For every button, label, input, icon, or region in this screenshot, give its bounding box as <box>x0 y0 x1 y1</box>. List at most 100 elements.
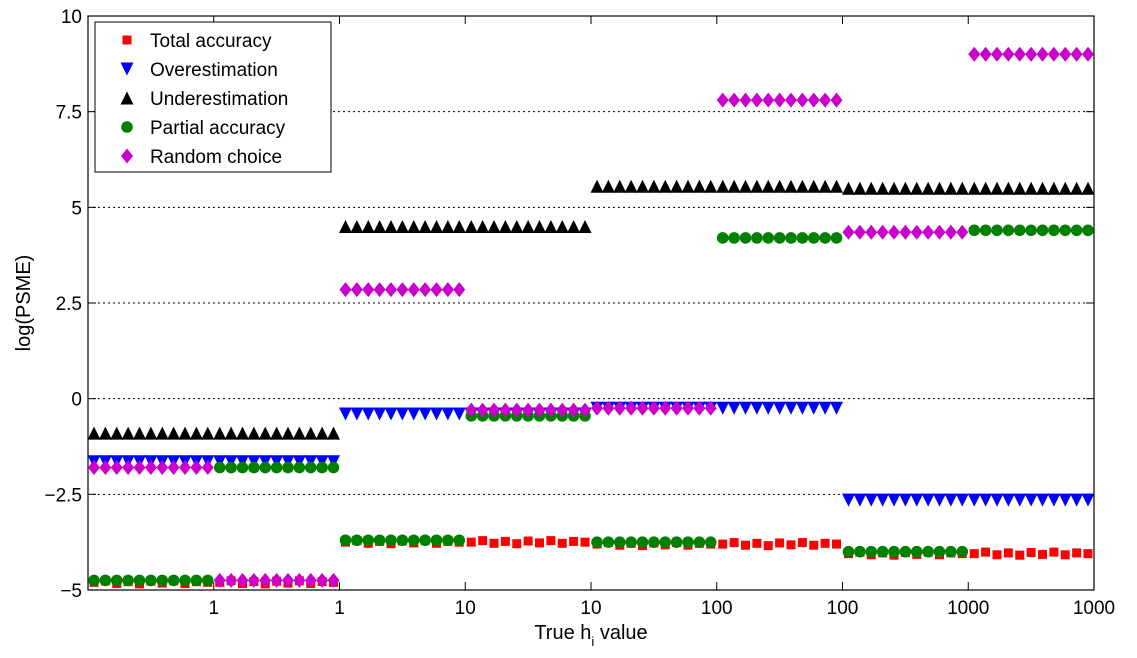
point-random-choice-6-7 <box>922 224 935 240</box>
point-overestimation-7-7 <box>1047 493 1061 507</box>
point-random-choice-7-10 <box>1082 46 1094 62</box>
point-overestimation-5-0 <box>716 401 730 415</box>
point-underestimation-1-5 <box>270 426 284 440</box>
point-partial-accuracy-1-2 <box>236 461 249 474</box>
point-underestimation-0-0 <box>87 426 101 440</box>
point-random-choice-0-2 <box>110 460 123 476</box>
point-random-choice-4-4 <box>636 400 649 416</box>
point-underestimation-3-0 <box>464 219 478 233</box>
point-underestimation-2-6 <box>407 219 421 233</box>
point-underestimation-3-8 <box>555 219 569 233</box>
point-underestimation-1-7 <box>292 426 306 440</box>
point-overestimation-7-9 <box>1070 493 1084 507</box>
point-partial-accuracy-5-0 <box>716 232 729 244</box>
point-random-choice-2-2 <box>362 282 375 298</box>
point-overestimation-5-1 <box>727 401 741 415</box>
point-partial-accuracy-2-0 <box>339 534 352 547</box>
point-partial-accuracy-2-4 <box>385 534 397 547</box>
point-random-choice-3-10 <box>579 402 591 418</box>
point-total-accuracy-5-4 <box>763 541 773 551</box>
point-overestimation-7-8 <box>1058 493 1072 507</box>
point-random-choice-4-9 <box>693 400 706 416</box>
point-underestimation-4-3 <box>624 179 638 193</box>
point-underestimation-7-9 <box>1070 181 1084 195</box>
point-underestimation-6-10 <box>955 181 969 195</box>
point-underestimation-2-5 <box>395 219 409 233</box>
point-random-choice-3-5 <box>522 402 535 418</box>
point-total-accuracy-5-8 <box>809 540 819 550</box>
point-underestimation-4-4 <box>636 179 649 193</box>
point-overestimation-7-3 <box>1001 493 1015 507</box>
point-random-choice-4-5 <box>647 400 660 416</box>
point-random-choice-7-9 <box>1070 46 1083 62</box>
point-random-choice-5-3 <box>750 92 763 108</box>
point-overestimation-6-7 <box>921 493 935 507</box>
point-random-choice-0-1 <box>99 460 112 476</box>
point-partial-accuracy-6-5 <box>899 545 912 558</box>
point-overestimation-5-5 <box>773 401 787 415</box>
point-underestimation-0-8 <box>178 426 192 440</box>
point-partial-accuracy-4-7 <box>670 536 683 548</box>
point-random-choice-1-10 <box>327 572 340 588</box>
point-total-accuracy-7-3 <box>1003 548 1013 558</box>
x-tick-label-1: 1 <box>334 598 345 619</box>
x-axis-title: True hi value <box>534 622 647 649</box>
point-underestimation-1-0 <box>213 426 227 440</box>
point-overestimation-2-0 <box>339 407 352 421</box>
point-random-choice-3-1 <box>476 402 489 418</box>
point-underestimation-2-3 <box>373 219 387 233</box>
point-partial-accuracy-6-7 <box>922 545 934 558</box>
point-partial-accuracy-1-1 <box>225 461 237 474</box>
point-partial-accuracy-1-8 <box>304 461 317 474</box>
point-underestimation-5-7 <box>795 179 809 193</box>
point-random-choice-4-7 <box>670 400 683 416</box>
point-total-accuracy-5-9 <box>820 538 830 548</box>
point-overestimation-7-10 <box>1081 493 1095 507</box>
point-partial-accuracy-7-10 <box>1082 224 1094 237</box>
point-random-choice-3-3 <box>499 402 512 418</box>
point-total-accuracy-3-3 <box>500 536 510 546</box>
point-underestimation-5-5 <box>773 179 787 193</box>
point-partial-accuracy-1-4 <box>259 461 272 474</box>
point-partial-accuracy-0-9 <box>190 574 203 587</box>
point-underestimation-2-4 <box>384 219 398 233</box>
point-underestimation-2-1 <box>350 219 364 233</box>
point-random-choice-1-3 <box>247 572 260 588</box>
point-underestimation-4-6 <box>658 179 672 193</box>
point-random-choice-5-1 <box>728 92 741 108</box>
point-partial-accuracy-7-6 <box>1036 224 1049 237</box>
point-total-accuracy-7-0 <box>969 549 979 559</box>
point-overestimation-6-2 <box>864 493 878 507</box>
point-underestimation-2-2 <box>361 219 375 233</box>
point-partial-accuracy-7-3 <box>1002 224 1015 237</box>
point-random-choice-7-5 <box>1025 46 1038 62</box>
y-tick-label-0: −5 <box>60 581 82 602</box>
point-total-accuracy-3-8 <box>557 538 567 548</box>
point-total-accuracy-7-4 <box>1015 550 1025 560</box>
point-random-choice-2-10 <box>453 282 466 298</box>
point-random-choice-3-6 <box>533 402 546 418</box>
point-underestimation-7-2 <box>990 181 1004 195</box>
point-total-accuracy-7-6 <box>1038 549 1047 559</box>
point-underestimation-1-1 <box>224 426 238 440</box>
point-random-choice-3-2 <box>488 402 500 418</box>
point-total-accuracy-5-10 <box>832 539 841 549</box>
point-random-choice-0-3 <box>122 460 135 476</box>
point-partial-accuracy-6-9 <box>945 545 957 558</box>
data-marks <box>87 46 1095 589</box>
point-random-choice-5-5 <box>773 92 786 108</box>
point-random-choice-1-2 <box>236 572 249 588</box>
point-total-accuracy-7-9 <box>1072 548 1082 558</box>
point-overestimation-5-7 <box>795 401 809 415</box>
point-total-accuracy-3-9 <box>569 536 579 546</box>
point-random-choice-7-4 <box>1013 46 1026 62</box>
point-overestimation-2-5 <box>395 407 409 421</box>
point-overestimation-2-2 <box>361 407 375 421</box>
point-underestimation-3-6 <box>533 219 546 233</box>
point-random-choice-5-6 <box>785 92 797 108</box>
point-partial-accuracy-5-5 <box>773 232 786 244</box>
point-underestimation-6-0 <box>842 181 855 195</box>
point-partial-accuracy-4-3 <box>625 536 637 548</box>
point-random-choice-2-0 <box>339 282 352 298</box>
